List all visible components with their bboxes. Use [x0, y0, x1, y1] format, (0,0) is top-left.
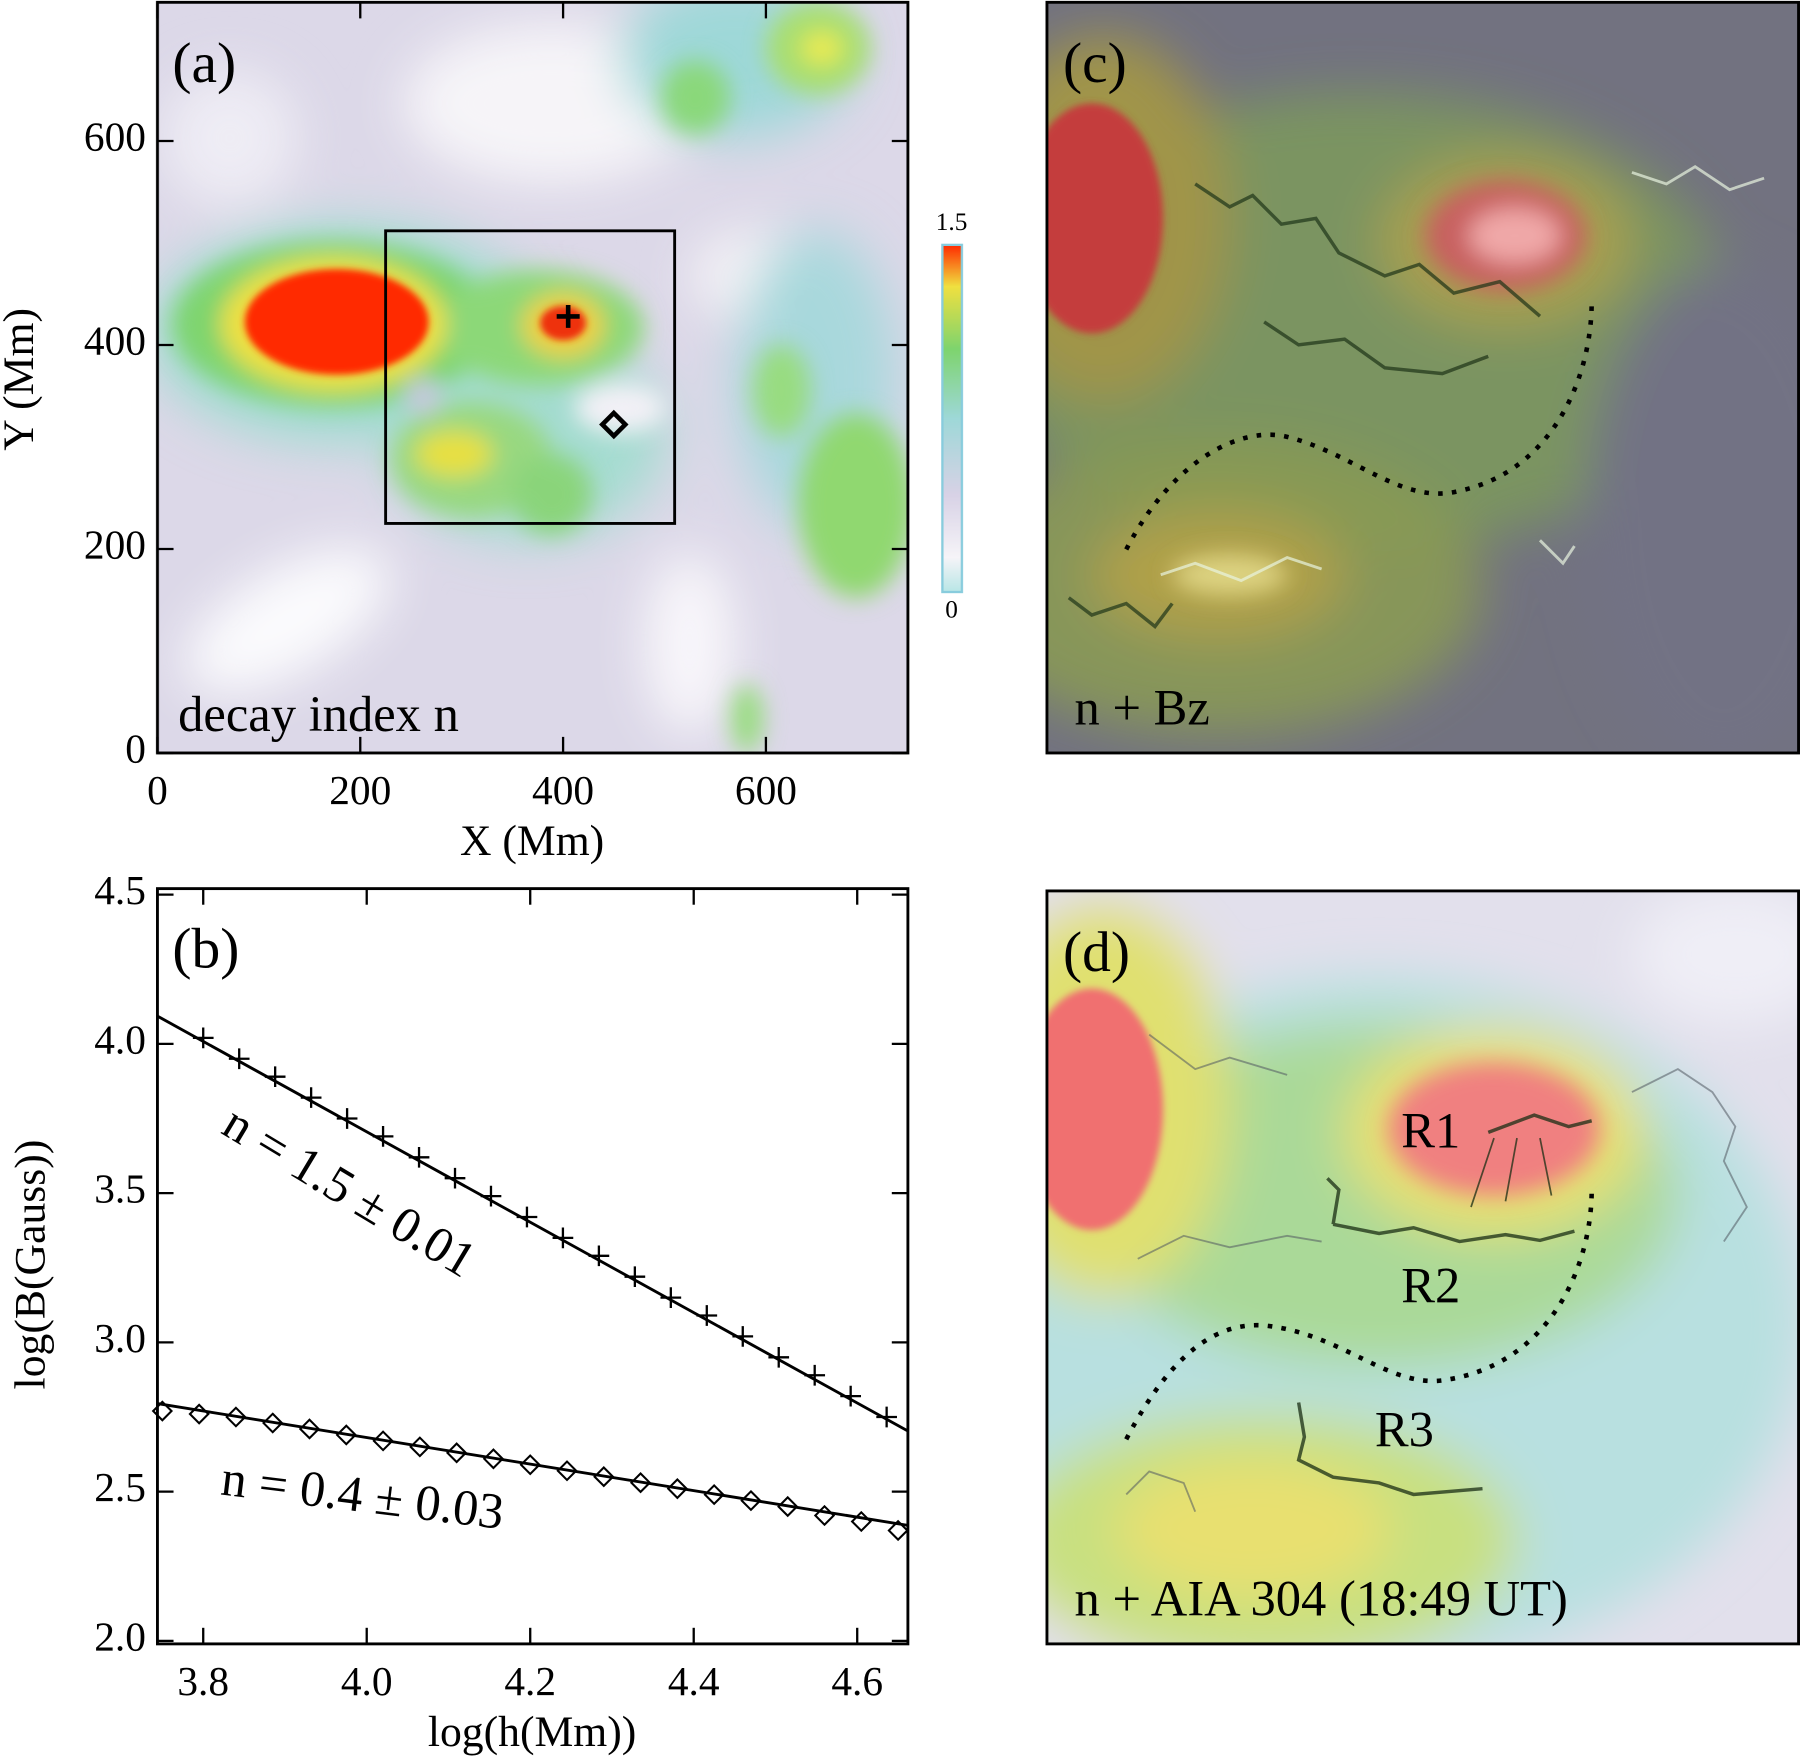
y-tick-label: 3.5	[94, 1166, 146, 1212]
image-c	[1046, 2, 1799, 753]
diamond-marker	[482, 1448, 505, 1470]
colorbar-label: 0	[945, 595, 958, 623]
plus-marker	[660, 1287, 682, 1308]
fit-line	[156, 1014, 909, 1433]
x-tick-label: 0	[147, 767, 168, 813]
x-tick-label: 200	[329, 767, 391, 813]
y-tick-label: 4.0	[94, 1016, 146, 1062]
diamond-marker	[225, 1406, 247, 1428]
diamond-marker	[151, 1400, 174, 1422]
plus-marker	[552, 1227, 574, 1249]
plus-marker	[804, 1364, 826, 1386]
heatmap-a	[157, 2, 908, 753]
diamond-marker	[666, 1477, 689, 1500]
diamond-marker	[409, 1436, 431, 1458]
plus-marker	[876, 1406, 897, 1428]
plus-marker	[516, 1206, 538, 1228]
plus-marker	[228, 1048, 250, 1070]
region-label: R1	[1401, 1102, 1460, 1158]
diamond-marker	[262, 1412, 284, 1434]
image-d	[1046, 890, 1799, 1644]
x-tick-label: 400	[532, 767, 594, 813]
plus-marker	[624, 1266, 646, 1288]
y-tick-label: 3.0	[94, 1315, 146, 1361]
plus-marker	[768, 1346, 790, 1368]
plus-marker	[588, 1245, 610, 1267]
annotation: n + Bz	[1075, 679, 1210, 735]
frame-d	[1045, 889, 1800, 1646]
plot-frame-b	[156, 887, 910, 1646]
y-tick-label: 4.5	[94, 867, 146, 913]
y-tick-label: 200	[84, 521, 146, 567]
x-tick-label: 600	[735, 767, 797, 813]
x-axis-label: log(h(Mm))	[428, 1708, 637, 1756]
plus-marker	[444, 1167, 466, 1189]
annotation: decay index n	[178, 686, 459, 742]
panel-label: (b)	[172, 917, 239, 980]
plus-marker	[264, 1066, 286, 1088]
region-label: R2	[1401, 1258, 1460, 1314]
diamond-marker	[188, 1403, 210, 1425]
plus-marker	[372, 1126, 394, 1147]
plus-marker	[336, 1108, 358, 1129]
plus-marker	[732, 1326, 754, 1347]
fit-line	[157, 1402, 909, 1527]
diamond-marker	[887, 1519, 909, 1542]
y-axis-label: Y (Mm)	[0, 308, 43, 451]
diamond-marker	[372, 1430, 394, 1452]
y-tick-label: 2.5	[94, 1464, 146, 1510]
diamond-marker	[298, 1418, 321, 1440]
region-box	[384, 229, 677, 525]
colorbar	[941, 243, 964, 594]
diamond-marker	[740, 1489, 762, 1512]
y-axis-label: log(B(Gauss))	[6, 1140, 54, 1390]
plus-marker	[840, 1385, 862, 1407]
plus-marker	[300, 1087, 322, 1108]
diamond-marker	[813, 1504, 836, 1527]
diamond-marker	[593, 1466, 615, 1488]
plus-marker	[556, 304, 580, 328]
diamond-marker	[599, 409, 629, 440]
diamond-marker	[850, 1510, 872, 1533]
plus-marker	[480, 1185, 502, 1207]
panel-label: (d)	[1063, 921, 1130, 984]
x-tick-label: 4.6	[831, 1658, 883, 1704]
x-tick-label: 3.8	[177, 1658, 229, 1704]
diamond-marker	[445, 1442, 468, 1464]
panel-label: (c)	[1063, 32, 1127, 95]
diamond-marker	[335, 1424, 357, 1446]
diamond-marker	[629, 1472, 652, 1494]
diamond-marker	[556, 1460, 578, 1482]
annotation: n + AIA 304 (18:49 UT)	[1075, 1570, 1568, 1626]
fit-annotation: n = 0.4 ± 0.03	[218, 1450, 506, 1540]
region-label: R3	[1375, 1401, 1434, 1457]
diamond-marker	[519, 1454, 541, 1476]
x-axis-label: X (Mm)	[460, 817, 604, 865]
panel-label: (a)	[172, 32, 236, 95]
plus-marker	[408, 1146, 430, 1168]
plot-frame-a	[156, 0, 910, 755]
diamond-marker	[703, 1483, 725, 1506]
x-tick-label: 4.2	[504, 1658, 556, 1704]
x-tick-label: 4.0	[341, 1658, 393, 1704]
frame-c	[1045, 0, 1800, 755]
y-tick-label: 600	[84, 114, 146, 160]
plus-marker	[696, 1305, 718, 1326]
colorbar-label: 1.5	[936, 208, 968, 236]
y-tick-label: 0	[125, 725, 146, 771]
x-tick-label: 4.4	[668, 1658, 720, 1704]
y-tick-label: 400	[84, 317, 146, 363]
plus-marker	[192, 1027, 214, 1049]
diamond-marker	[777, 1495, 799, 1518]
y-tick-label: 2.0	[94, 1613, 146, 1659]
